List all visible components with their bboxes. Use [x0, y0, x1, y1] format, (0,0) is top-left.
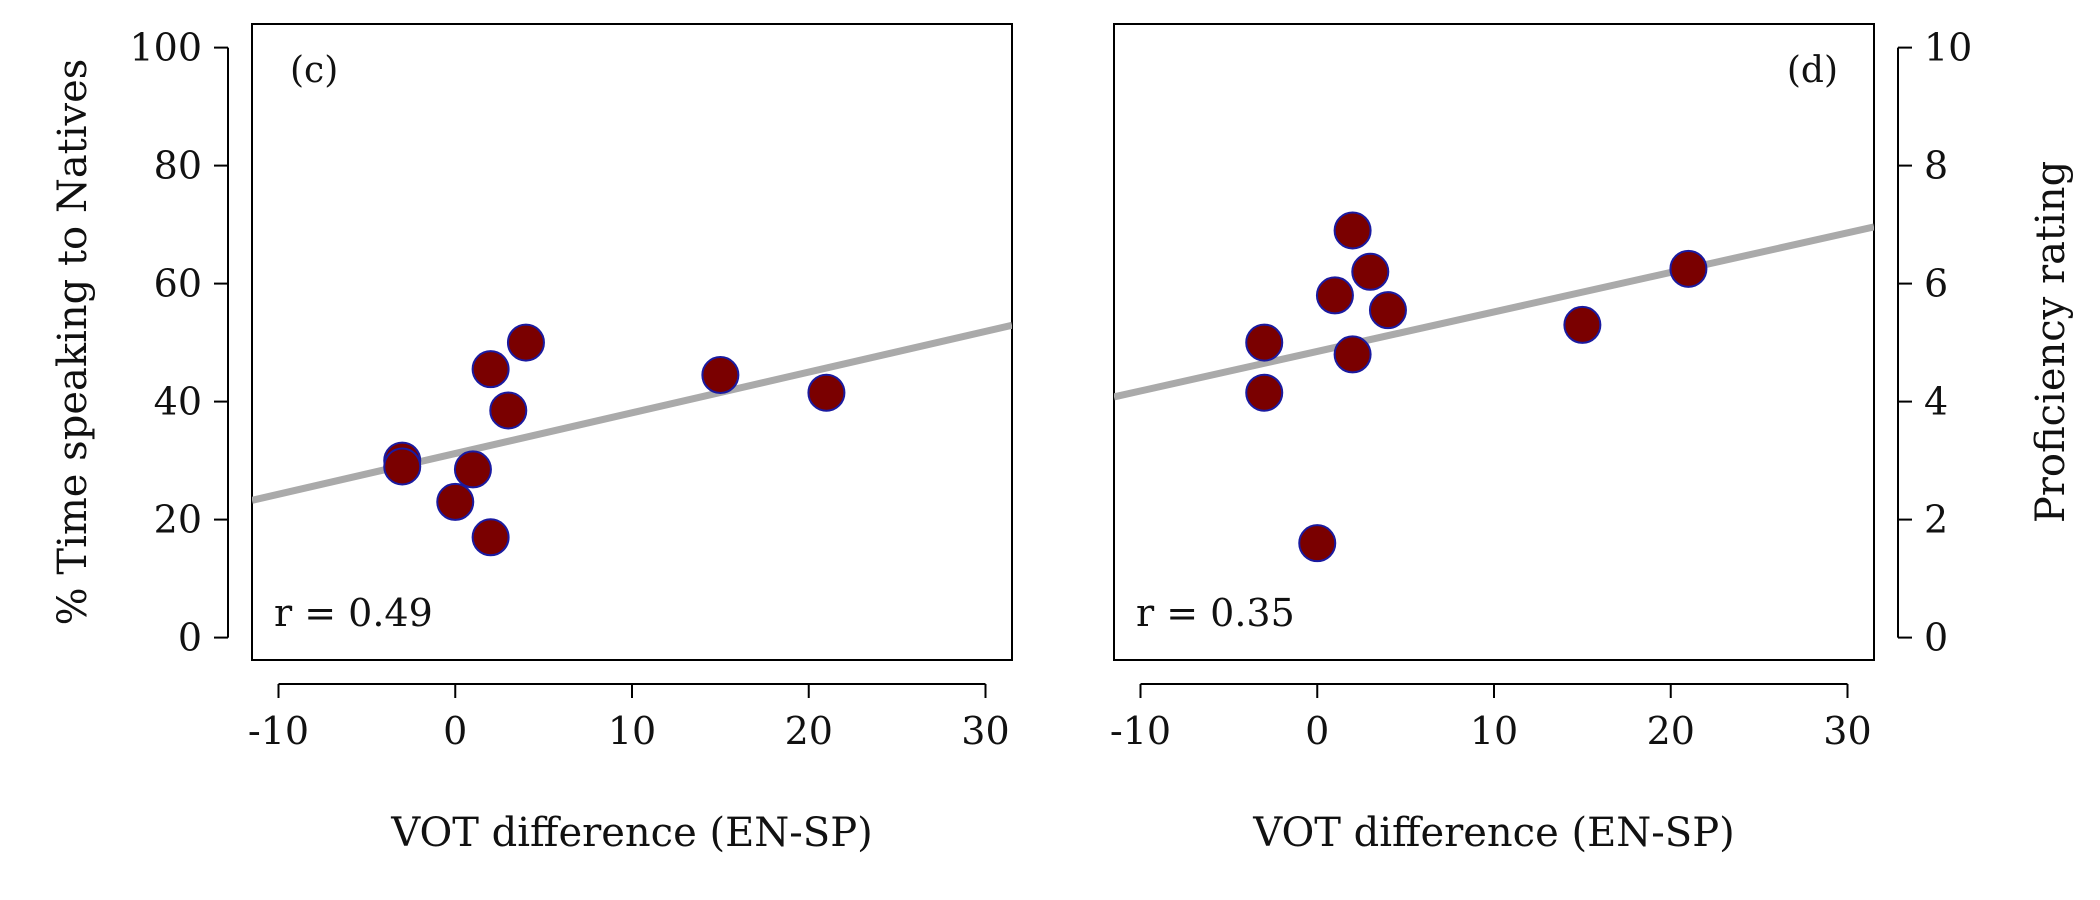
panel-label: (c) [290, 50, 338, 91]
x-tick-label: 10 [608, 709, 656, 753]
correlation-label: r = 0.35 [1136, 591, 1295, 635]
plot-frame [1113, 23, 1875, 661]
data-point [383, 447, 422, 486]
data-point [1563, 305, 1602, 344]
y-tick-label: 40 [154, 380, 202, 424]
data-point [1669, 249, 1708, 288]
y-tick-label: 8 [1924, 144, 1948, 188]
x-tick-label: 20 [1647, 709, 1695, 753]
y-tick-label: 80 [154, 144, 202, 188]
data-point [1245, 373, 1284, 412]
y-tick-label: 100 [129, 26, 202, 70]
panel-d: -10 0 10 20 30 0 2 4 6 8 10 (d) r = 0.35 VOT differen… [1110, 23, 2074, 856]
panel-c: -10 0 10 20 30 0 20 40 60 80 100 (c) r = 0.49 VOT dif… [50, 23, 1013, 856]
x-tick-label: 0 [443, 709, 467, 753]
data-point [1298, 524, 1337, 563]
data-point [1315, 276, 1354, 315]
x-axis-title: VOT difference (EN-SP) [390, 810, 872, 856]
data-point [1245, 323, 1284, 362]
y-tick-label: 4 [1924, 380, 1948, 424]
x-tick-label: 20 [785, 709, 833, 753]
data-point [453, 450, 492, 489]
fit-line [252, 321, 1012, 504]
y-tick-label: 20 [154, 498, 202, 542]
plot-frame [251, 23, 1013, 661]
y-tick-label: 0 [1924, 616, 1948, 660]
x-axis-title: VOT difference (EN-SP) [1252, 810, 1734, 856]
data-point [701, 356, 740, 395]
data-point [807, 373, 846, 412]
data-point [489, 391, 528, 430]
x-tick-label: 30 [961, 709, 1009, 753]
fit-line [1114, 223, 1874, 401]
y-tick-label: 2 [1924, 498, 1948, 542]
y-axis-title: % Time speaking to Natives [50, 59, 96, 626]
y-tick-label: 0 [178, 616, 202, 660]
data-point [1368, 291, 1407, 330]
x-tick-label: -10 [1110, 709, 1171, 753]
data-point [506, 323, 545, 362]
data-point [1333, 335, 1372, 374]
x-tick-label: 0 [1305, 709, 1329, 753]
data-point [436, 482, 475, 521]
correlation-label: r = 0.49 [274, 591, 433, 635]
data-point [1333, 211, 1372, 250]
y-tick-label: 60 [154, 262, 202, 306]
x-tick-label: 30 [1823, 709, 1871, 753]
panel-label: (d) [1787, 50, 1838, 91]
y-axis-title: Proficiency rating [2028, 161, 2074, 523]
data-point [471, 350, 510, 389]
data-point [471, 518, 510, 557]
data-point [1351, 252, 1390, 291]
x-tick-label: -10 [248, 709, 309, 753]
y-tick-label: 6 [1924, 262, 1948, 306]
x-tick-label: 10 [1470, 709, 1518, 753]
y-tick-label: 10 [1924, 26, 1972, 70]
